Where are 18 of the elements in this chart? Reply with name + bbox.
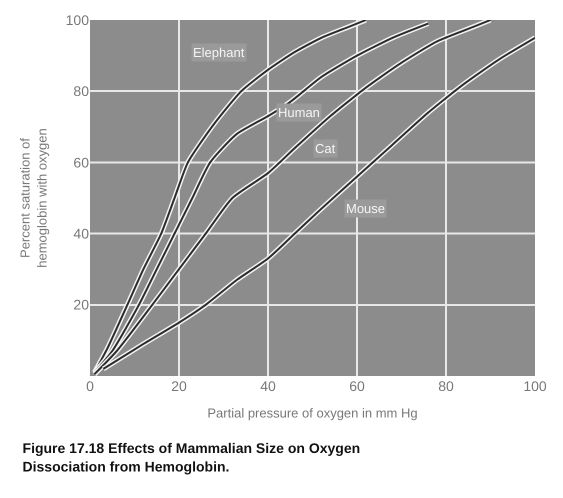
x-tick-label: 20 xyxy=(171,378,187,394)
annotation: Human xyxy=(278,105,320,120)
y-tick-label: 80 xyxy=(73,83,90,100)
annotation: Mouse xyxy=(346,201,386,216)
annotation: Elephant xyxy=(193,45,245,60)
x-tick-label: 0 xyxy=(86,378,94,394)
y-tick-label: 20 xyxy=(73,296,90,313)
text: Figure 17.18 Effects of Mammalian Size on Oxygen Dissociation from Hemoglobin. xyxy=(22,440,360,474)
x-tick-label: 60 xyxy=(349,378,365,394)
y-axis-title: Percent saturation of hemoglobin with oxygen xyxy=(18,128,50,268)
x-axis-title: Partial pressure of oxygen in mm Hg xyxy=(207,406,418,421)
y-tick-label: 100 xyxy=(66,12,90,28)
y-tick-label: 60 xyxy=(73,154,90,170)
y-tick-label: 40 xyxy=(73,226,90,242)
x-tick-label: 100 xyxy=(523,378,547,394)
x-tick-label: 40 xyxy=(260,378,276,394)
x-tick-label: 80 xyxy=(438,378,454,394)
annotation: Cat xyxy=(315,141,336,156)
